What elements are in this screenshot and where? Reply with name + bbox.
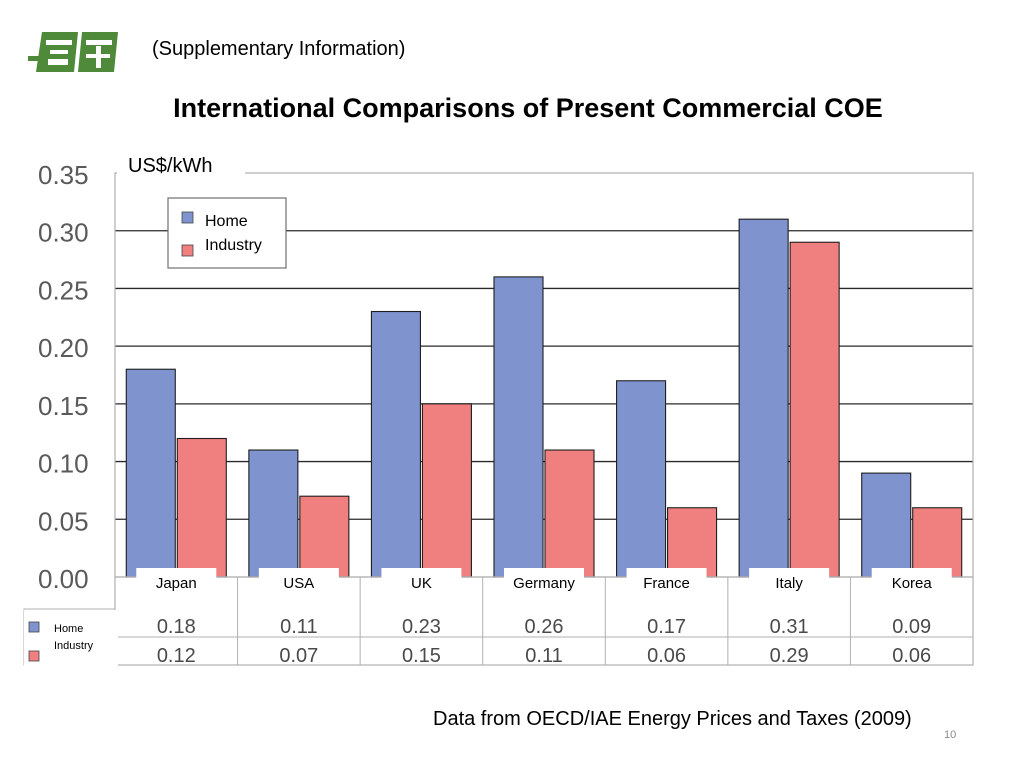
category-label: Japan bbox=[156, 575, 197, 592]
table-cell-industry: 0.06 bbox=[892, 645, 931, 667]
bar-industry-usa bbox=[299, 495, 350, 578]
unit-label: US$/kWh bbox=[128, 155, 212, 177]
category-label-box bbox=[626, 568, 707, 602]
table-cell-industry: 0.29 bbox=[770, 645, 809, 667]
table-cell-home: 0.31 bbox=[770, 616, 809, 638]
bar-home-italy bbox=[738, 218, 789, 578]
category-label: Italy bbox=[775, 575, 803, 592]
y-tick-label: 0.20 bbox=[38, 333, 89, 363]
table-cell-home: 0.11 bbox=[280, 616, 317, 638]
legend-swatch-home bbox=[181, 211, 194, 224]
category-label: Germany bbox=[513, 575, 575, 592]
table-swatch-home bbox=[28, 621, 40, 633]
table-cell-industry: 0.15 bbox=[402, 645, 441, 667]
category-label: Korea bbox=[892, 575, 933, 592]
y-tick-label: 0.05 bbox=[38, 506, 89, 536]
category-label-box bbox=[504, 568, 584, 602]
table-legend-box bbox=[24, 610, 118, 668]
source-note: Data from OECD/IAE Energy Prices and Tax… bbox=[433, 708, 912, 730]
bar-industry-japan bbox=[176, 437, 227, 578]
category-label: USA bbox=[283, 575, 314, 592]
y-tick-label: 0.25 bbox=[38, 275, 89, 305]
category-label-box bbox=[381, 568, 462, 602]
legend-label-industry: Industry bbox=[205, 237, 262, 254]
y-tick-label: 0.15 bbox=[38, 391, 89, 421]
category-label: France bbox=[643, 575, 690, 592]
table-label-industry: Industry bbox=[54, 640, 94, 652]
table-cell-home: 0.09 bbox=[892, 616, 931, 638]
category-label: UK bbox=[411, 575, 432, 592]
y-tick-label: 0.00 bbox=[38, 564, 89, 594]
bar-home-france bbox=[616, 380, 667, 578]
y-tick-label: 0.35 bbox=[38, 160, 89, 190]
y-tick-label: 0.10 bbox=[38, 449, 89, 479]
bars bbox=[125, 218, 963, 578]
table-cell-home: 0.17 bbox=[647, 616, 686, 638]
gridlines bbox=[115, 230, 973, 520]
legend-label-home: Home bbox=[205, 213, 248, 230]
category-label-box bbox=[258, 568, 339, 602]
y-axis-ticks: 0.00 0.05 0.10 0.15 0.20 0.25 0.30 0.35 bbox=[38, 160, 89, 594]
bar-industry-uk bbox=[421, 403, 472, 578]
page-number: 10 bbox=[944, 729, 957, 741]
bar-home-usa bbox=[248, 449, 299, 578]
bar-home-germany bbox=[493, 276, 544, 578]
bar-industry-germany bbox=[544, 449, 595, 578]
supplementary-label: (Supplementary Information) bbox=[152, 38, 406, 60]
legend: Home Industry bbox=[167, 197, 287, 269]
table-swatch-industry bbox=[28, 650, 40, 662]
table-cell-home: 0.23 bbox=[402, 616, 441, 638]
slide-title: International Comparisons of Present Com… bbox=[173, 93, 883, 123]
table-cell-industry: 0.06 bbox=[647, 645, 686, 667]
category-label-box bbox=[136, 568, 217, 602]
category-label-box bbox=[871, 568, 952, 602]
table-cell-industry: 0.11 bbox=[525, 645, 562, 667]
category-label-box bbox=[749, 568, 830, 602]
logo-icon bbox=[28, 32, 118, 72]
table-cell-industry: 0.12 bbox=[157, 645, 196, 667]
table-cell-home: 0.26 bbox=[525, 616, 564, 638]
bar-home-korea bbox=[861, 472, 912, 578]
legend-swatch-industry bbox=[181, 244, 194, 257]
legend-box bbox=[167, 197, 287, 269]
unit-label-box bbox=[117, 150, 245, 178]
table-cell-industry: 0.07 bbox=[279, 645, 318, 667]
bar-industry-france bbox=[667, 507, 718, 578]
table-cell-home: 0.18 bbox=[157, 616, 196, 638]
bar-home-japan bbox=[125, 368, 176, 578]
bar-industry-korea bbox=[912, 507, 963, 578]
y-tick-label: 0.30 bbox=[38, 218, 89, 248]
data-table: Home Industry Japan 0.18 0.12 USA 0.11 0.07 UK… bbox=[23, 568, 974, 668]
table-label-home: Home bbox=[54, 623, 83, 635]
bar-home-uk bbox=[370, 310, 421, 578]
bar-industry-italy bbox=[789, 241, 840, 578]
